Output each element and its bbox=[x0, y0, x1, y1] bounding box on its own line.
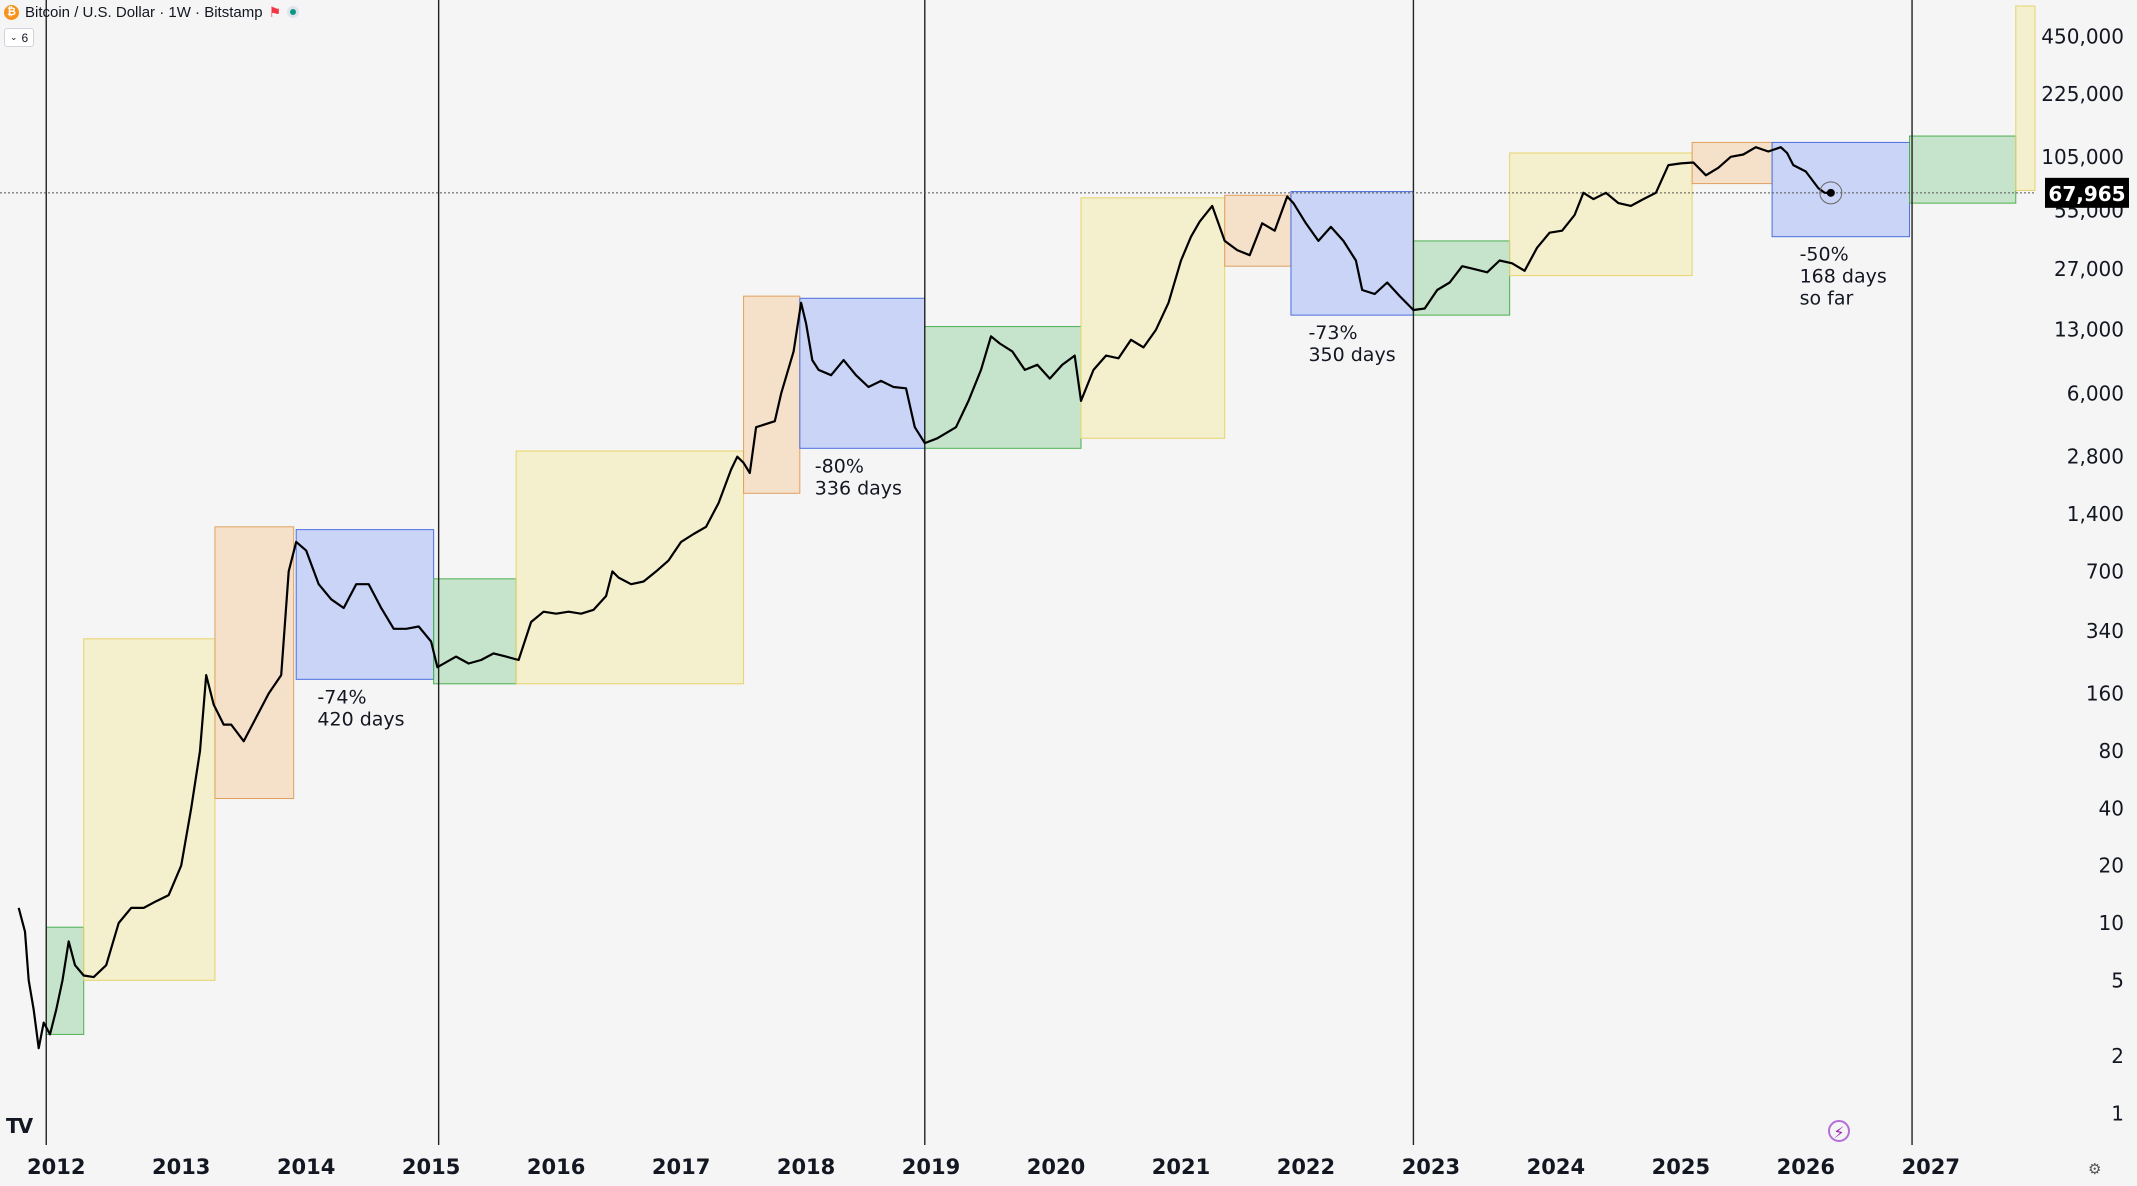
cycle-box-green[interactable] bbox=[924, 326, 1082, 449]
x-axis: 2012 2013 2014 2015 2016 2017 2018 2019 2020 2021… bbox=[27, 1155, 1960, 1179]
y-tick-label: 5 bbox=[2111, 968, 2124, 992]
y-tick-label: 340 bbox=[2086, 619, 2124, 643]
drawdown-label[interactable]: -80% 336 days bbox=[815, 455, 902, 499]
x-tick-label: 2012 bbox=[27, 1155, 85, 1179]
cycle-box-green[interactable] bbox=[1909, 135, 2017, 204]
y-tick-label: 450,000 bbox=[2041, 24, 2124, 48]
price-series bbox=[17, 146, 1843, 1050]
x-tick-label: 2017 bbox=[652, 1155, 710, 1179]
x-tick-label: 2027 bbox=[1902, 1155, 1960, 1179]
cycle-box-yellow[interactable] bbox=[1509, 152, 1693, 277]
flag-icon[interactable]: ⚑ bbox=[268, 3, 282, 20]
y-tick-label: 2,800 bbox=[2067, 445, 2124, 469]
cycle-boxes bbox=[45, 5, 2036, 1035]
y-tick-label: 160 bbox=[2086, 682, 2124, 706]
tradingview-logo-icon[interactable]: TV bbox=[6, 1114, 33, 1138]
cycle-box-blue[interactable] bbox=[295, 529, 435, 680]
symbol-header[interactable]: ₿ Bitcoin / U.S. Dollar · 1W · Bitstamp … bbox=[4, 3, 300, 21]
cycle-box-yellow[interactable] bbox=[1080, 197, 1226, 439]
cycle-box-yellow[interactable] bbox=[83, 638, 216, 981]
x-tick-label: 2024 bbox=[1527, 1155, 1585, 1179]
current-price-tag: 67,965 bbox=[2045, 177, 2129, 208]
indicators-toggle[interactable]: ⌄ 6 bbox=[4, 28, 35, 47]
drawdown-label[interactable]: -73% 350 days bbox=[1308, 322, 1395, 366]
indicators-count: 6 bbox=[21, 30, 29, 45]
cycle-box-yellow[interactable] bbox=[515, 450, 745, 685]
y-tick-label: 40 bbox=[2099, 796, 2124, 820]
x-tick-label: 2023 bbox=[1402, 1155, 1460, 1179]
x-tick-label: 2026 bbox=[1777, 1155, 1835, 1179]
current-price-tag-text: 67,965 bbox=[2048, 182, 2125, 206]
cycle-box-yellow[interactable] bbox=[2015, 5, 2036, 191]
y-tick-label: 27,000 bbox=[2054, 257, 2124, 281]
x-tick-label: 2013 bbox=[152, 1155, 210, 1179]
x-tick-label: 2022 bbox=[1277, 1155, 1335, 1179]
y-tick-label: 6,000 bbox=[2067, 382, 2124, 406]
last-price-marker-ring bbox=[1819, 181, 1843, 205]
market-status-icon bbox=[287, 6, 300, 18]
drawdown-label[interactable]: -50% 168 days so far bbox=[1800, 244, 1887, 310]
y-tick-label: 13,000 bbox=[2054, 318, 2124, 342]
y-tick-label: 225,000 bbox=[2041, 82, 2124, 106]
y-tick-label: 2 bbox=[2111, 1044, 2124, 1068]
cycle-box-orange[interactable] bbox=[743, 295, 801, 494]
symbol-title[interactable]: Bitcoin / U.S. Dollar · 1W · Bitstamp bbox=[25, 3, 263, 21]
y-tick-label: 10 bbox=[2099, 911, 2124, 935]
bitcoin-icon: ₿ bbox=[4, 4, 19, 20]
cycle-box-orange[interactable] bbox=[1224, 194, 1292, 267]
cycle-box-green[interactable] bbox=[433, 578, 517, 685]
x-tick-label: 2021 bbox=[1152, 1155, 1210, 1179]
cycle-box-blue[interactable] bbox=[1771, 141, 1911, 238]
x-tick-label: 2014 bbox=[277, 1155, 335, 1179]
x-tick-label: 2016 bbox=[527, 1155, 585, 1179]
cycle-box-green[interactable] bbox=[45, 926, 85, 1035]
drawdown-label[interactable]: -74% 420 days bbox=[317, 686, 404, 730]
drawdown-annotations: -74% 420 days -80% 336 days -73% 350 days -50%… bbox=[317, 244, 1886, 731]
x-tick-label: 2019 bbox=[902, 1155, 960, 1179]
y-tick-label: 80 bbox=[2099, 739, 2124, 763]
cycle-box-orange[interactable] bbox=[214, 526, 295, 800]
y-tick-label: 1,400 bbox=[2067, 502, 2124, 526]
x-tick-label: 2025 bbox=[1652, 1155, 1710, 1179]
x-tick-label: 2020 bbox=[1027, 1155, 1085, 1179]
x-tick-label: 2018 bbox=[777, 1155, 835, 1179]
last-price-marker bbox=[1826, 188, 1835, 197]
y-tick-label: 20 bbox=[2099, 854, 2124, 878]
y-tick-label: 1 bbox=[2111, 1101, 2124, 1125]
x-tick-label: 2015 bbox=[402, 1155, 460, 1179]
price-line[interactable] bbox=[17, 146, 1831, 1050]
halving-lines bbox=[45, 0, 1913, 1145]
replay-icon[interactable]: ⚡ bbox=[1828, 1120, 1850, 1142]
cycle-box-blue[interactable] bbox=[799, 297, 926, 449]
current-price-tag-bg bbox=[2045, 177, 2129, 208]
settings-icon[interactable]: ⚙ bbox=[2088, 1160, 2102, 1178]
y-tick-label: 700 bbox=[2086, 559, 2124, 583]
y-tick-label: 105,000 bbox=[2041, 145, 2124, 169]
chevron-down-icon: ⌄ bbox=[10, 32, 18, 42]
